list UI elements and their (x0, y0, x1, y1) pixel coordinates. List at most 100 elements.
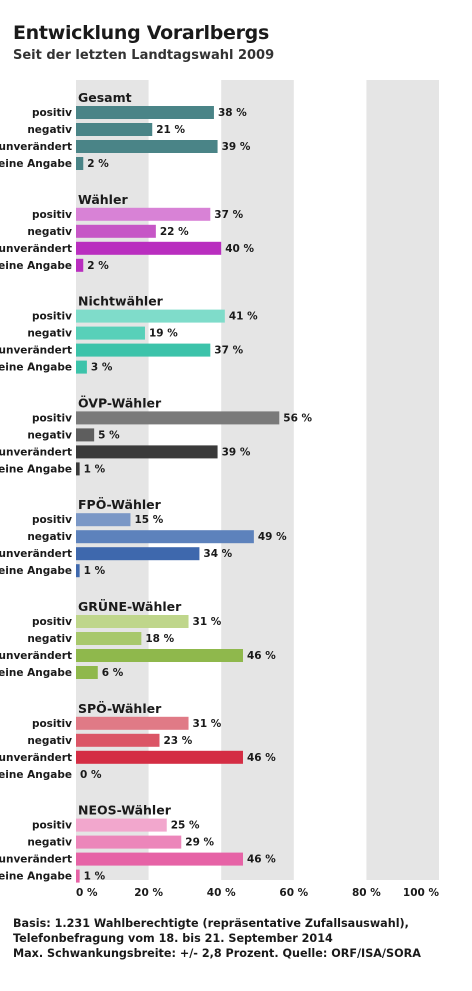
group-heading: FPÖ-Wähler (78, 497, 162, 512)
bar (76, 411, 280, 425)
category-label: unverändert (0, 548, 72, 560)
data-label: 21 % (156, 124, 185, 136)
bar (76, 309, 225, 323)
x-tick-label: 40 % (207, 887, 236, 899)
data-label: 22 % (160, 226, 189, 238)
data-label: 31 % (193, 616, 222, 628)
bar (76, 547, 200, 561)
data-label: 18 % (145, 633, 174, 645)
bar (76, 716, 189, 730)
data-label: 2 % (87, 158, 109, 170)
category-label: unverändert (0, 854, 72, 866)
data-label: 38 % (218, 107, 247, 119)
category-label: positiv (32, 107, 72, 119)
category-label: negativ (27, 124, 72, 136)
category-label: positiv (32, 209, 72, 221)
category-label: keine Angabe (0, 158, 72, 170)
data-label: 31 % (193, 718, 222, 730)
bar (76, 750, 243, 764)
bar (76, 224, 156, 238)
category-label: negativ (27, 226, 72, 238)
category-label: negativ (27, 735, 72, 747)
bar (76, 869, 80, 883)
category-label: unverändert (0, 650, 72, 662)
category-label: positiv (32, 514, 72, 526)
bar (76, 666, 98, 679)
data-label: 46 % (247, 650, 276, 662)
x-tick-label: 20 % (134, 887, 163, 899)
data-label: 46 % (247, 752, 276, 764)
category-label: keine Angabe (0, 871, 72, 883)
bar (76, 157, 84, 170)
data-label: 46 % (247, 854, 276, 866)
data-label: 5 % (98, 429, 120, 441)
x-tick-label: 0 % (76, 887, 98, 899)
bar (76, 564, 80, 578)
data-label: 15 % (134, 514, 163, 526)
category-label: negativ (27, 633, 72, 645)
data-label: 25 % (171, 820, 200, 832)
data-label: 3 % (91, 362, 113, 374)
data-label: 29 % (185, 837, 214, 849)
bar (76, 360, 87, 374)
bar (76, 513, 131, 527)
grouped-bar-chart: Gesamt positiv 38 % negativ 21 % unverändert 3… (0, 80, 440, 899)
category-label: positiv (32, 412, 72, 424)
bar (76, 852, 243, 866)
bar (76, 258, 84, 272)
bar (76, 733, 160, 747)
category-label: negativ (27, 328, 72, 340)
bar (76, 835, 182, 849)
category-label: positiv (32, 820, 72, 832)
bar (76, 445, 218, 459)
group-heading: SPÖ-Wähler (78, 701, 162, 716)
group-heading: ÖVP-Wähler (78, 395, 162, 410)
x-tick-label: 80 % (352, 887, 381, 899)
bar (76, 530, 254, 544)
category-label: unverändert (0, 345, 72, 357)
data-label: 37 % (214, 345, 243, 357)
bar (76, 428, 95, 442)
category-label: unverändert (0, 446, 72, 458)
category-label: negativ (27, 837, 72, 849)
category-label: negativ (27, 429, 72, 441)
bar (76, 632, 142, 645)
bar (76, 343, 211, 357)
group-heading: Nichtwähler (78, 294, 164, 309)
chart-title: Entwicklung Vorarlbergs (13, 22, 269, 44)
bar (76, 326, 145, 340)
data-label: 40 % (225, 243, 254, 255)
category-label: keine Angabe (0, 463, 72, 475)
x-tick-label: 60 % (279, 887, 308, 899)
background-band-1 (221, 80, 294, 880)
data-label: 49 % (258, 531, 287, 543)
note-line-2: Telefonbefragung vom 18. bis 21. Septemb… (13, 932, 333, 945)
x-tick-label: 100 % (403, 887, 440, 899)
category-label: negativ (27, 531, 72, 543)
bar (76, 123, 153, 136)
data-label: 19 % (149, 328, 178, 340)
data-label: 1 % (84, 565, 106, 577)
category-label: keine Angabe (0, 667, 72, 679)
category-label: keine Angabe (0, 260, 72, 272)
note-line-3: Max. Schwankungsbreite: +/- 2,8 Prozent.… (13, 947, 421, 960)
bar (76, 649, 243, 662)
source-notes: Basis: 1.231 Wahlberechtigte (repräsenta… (13, 916, 421, 961)
category-label: keine Angabe (0, 362, 72, 374)
category-label: positiv (32, 311, 72, 323)
data-label: 39 % (222, 446, 251, 458)
data-label: 0 % (80, 769, 102, 781)
data-label: 37 % (214, 209, 243, 221)
bar (76, 615, 189, 628)
background-band-2 (366, 80, 439, 880)
category-label: unverändert (0, 141, 72, 153)
category-label: positiv (32, 718, 72, 730)
group-heading: GRÜNE-Wähler (78, 599, 182, 614)
data-label: 2 % (87, 260, 109, 272)
bar (76, 207, 211, 221)
data-label: 34 % (203, 548, 232, 560)
bar (76, 241, 222, 255)
group-heading: Wähler (78, 192, 128, 207)
bar (76, 818, 167, 832)
bar (76, 106, 214, 119)
